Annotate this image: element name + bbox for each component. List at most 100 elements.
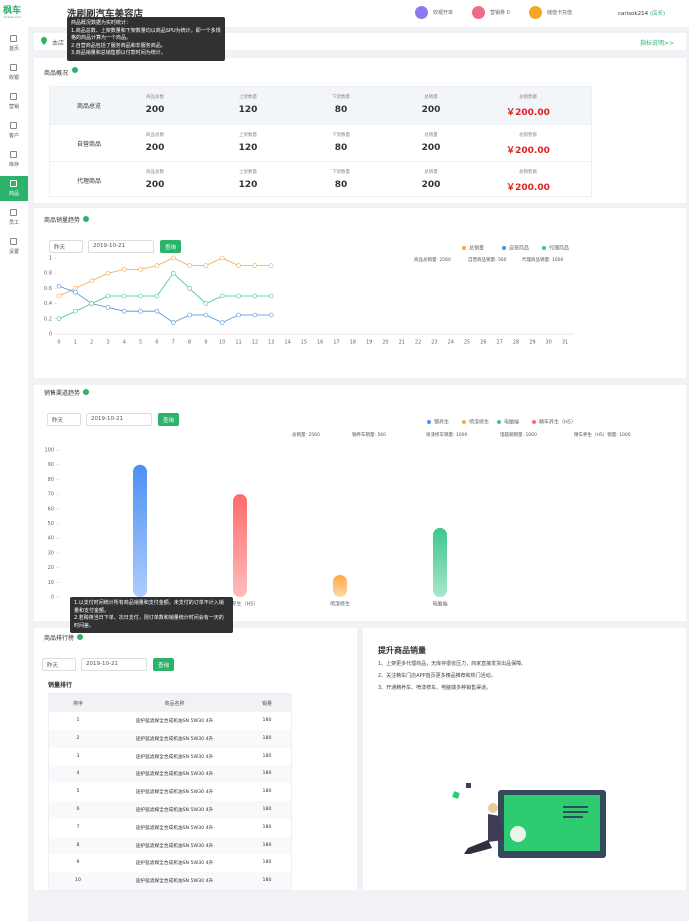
point [73,308,78,314]
series-line [58,257,272,297]
series-line [58,285,272,324]
x-tick-label: 精车养生（H5） [222,601,259,608]
bar [433,527,447,597]
x-tick-label: 17 [333,340,339,346]
table-row: 5 途护猛滤媒全合成机油SN 5W30 4升 180 [49,783,291,801]
date-input[interactable]: 2019-10-21 [88,240,154,253]
point [89,278,94,284]
column-header: 总销量 [424,95,438,100]
action-icon[interactable] [415,6,428,19]
point [56,293,62,299]
date-input[interactable]: 2019-10-21 [86,413,152,426]
point [89,301,94,306]
action-label[interactable]: 收银开单 [433,10,454,16]
help-icon[interactable] [77,634,83,640]
cell: 3 [76,753,80,759]
x-tick-label: 6 [155,340,158,346]
nav-label: 客户 [8,133,19,139]
point [268,312,274,318]
logo: 枫车 [3,6,22,16]
query-button[interactable]: 查询 [158,413,180,426]
help-icon[interactable] [72,67,78,73]
cell: 途护猛滤媒全合成机油SN 5W30 4升 [135,790,214,796]
action-icon[interactable] [472,6,485,19]
period-select[interactable]: 昨天 [49,240,83,253]
nav-label: 员工 [8,220,19,226]
y-tick-label: 60 [48,506,54,512]
x-tick-label: 21 [399,340,405,346]
metric-value: 80 [334,180,348,190]
y-tick-label: 80 [48,477,54,483]
cell: 180 [262,718,272,723]
nav-item[interactable]: 营销 [0,89,28,114]
column-header: 下架数量 [332,170,350,175]
cell: 途护猛滤媒全合成机油SN 5W30 4升 [135,843,214,849]
column-header: 上架数量 [239,133,257,138]
query-button[interactable]: 查询 [160,240,182,253]
nav-item[interactable]: 员工 [0,205,28,230]
x-tick-label: 7 [172,340,175,346]
notice-link[interactable]: 指标说明>> [639,40,674,47]
y-tick-label: 40 [48,536,54,542]
point [154,263,160,268]
logo-sub: carisok.com [3,15,22,19]
action-icon[interactable] [529,6,542,19]
bar-chart: 钢养生 喷漆修生 电脑端 精车养生（H5）0102030405060708090100… [44,419,576,608]
action-label[interactable]: 储值卡充值 [547,10,573,16]
nav-item[interactable]: 设置 [0,234,28,259]
period-select[interactable]: 昨天 [42,658,76,671]
x-tick-label: 2 [90,340,93,346]
x-tick-label: 29 [529,340,535,346]
date-input[interactable]: 2019-10-21 [81,658,147,671]
x-tick-label: 5 [139,340,142,346]
overview-row: 商品总览 商品总数 200 上架数量 120 下架数量 80 总销量 200 总销售额 ￥200.0… [50,87,591,124]
period-select[interactable]: 昨天 [47,413,81,426]
action-label[interactable]: 营销券 0 [490,10,510,16]
metric-value: 120 [238,180,258,190]
point [203,312,209,318]
cell: 180 [262,878,272,884]
series-line [58,272,272,320]
x-tick-label: 23 [431,340,437,346]
query-button[interactable]: 查询 [153,658,175,671]
point [105,270,111,276]
x-tick-label: 15 [301,340,307,346]
nav-label: 收银 [8,75,19,81]
cell: 180 [262,735,272,741]
tip-item: 1、上架更多代理商品，无库存很省压力，商家直接发货出品保障。 [378,661,527,667]
user[interactable]: carisok214 (店长) [618,9,665,17]
nav-icon [10,64,17,71]
y-tick-label: 90 [48,462,54,468]
column-header: 商品总数 [146,170,164,175]
y-tick-label: 0 [49,332,52,338]
stat: 商品总销量: 2560 [414,258,451,263]
ranking-table: 排序 商品名称 销量 1 途护猛滤媒全合成机油SN 5W30 4升 180 2 途护猛滤媒全合… [48,693,292,891]
x-tick-label: 14 [284,340,290,346]
nav-label: 营销 [8,104,19,110]
nav-icon [10,238,17,245]
legend-dot [427,420,431,424]
x-tick-label: 22 [415,340,421,346]
legend-label: 总销量 [469,245,484,252]
overview-table: 商品总览 商品总数 200 上架数量 120 下架数量 80 总销量 200 总销售额 ￥200.0… [49,86,592,197]
point [170,320,176,325]
legend-dot [532,420,536,424]
cell: 5 [76,789,80,795]
nav-item[interactable]: 库存 [0,147,28,172]
nav-icon [10,180,17,187]
x-tick-label: 11 [235,340,241,346]
nav-item[interactable]: 首页 [0,31,28,56]
point [73,289,78,295]
pin-icon [41,37,47,45]
nav-item[interactable]: 客户 [0,118,28,143]
nav-item[interactable]: 收银 [0,60,28,85]
tooltip-line: 时间差。 [74,622,95,629]
point [105,293,111,299]
tooltip-line: 格的商品计算为一个商品。 [71,35,132,41]
help-icon[interactable] [83,389,89,395]
sidebar: 枫车 carisok.com 首页收银营销客户库存商品员工设置 [0,0,28,921]
point [73,286,78,291]
help-icon[interactable] [83,216,89,222]
nav-item[interactable]: 商品 [0,176,28,201]
point [121,293,127,299]
